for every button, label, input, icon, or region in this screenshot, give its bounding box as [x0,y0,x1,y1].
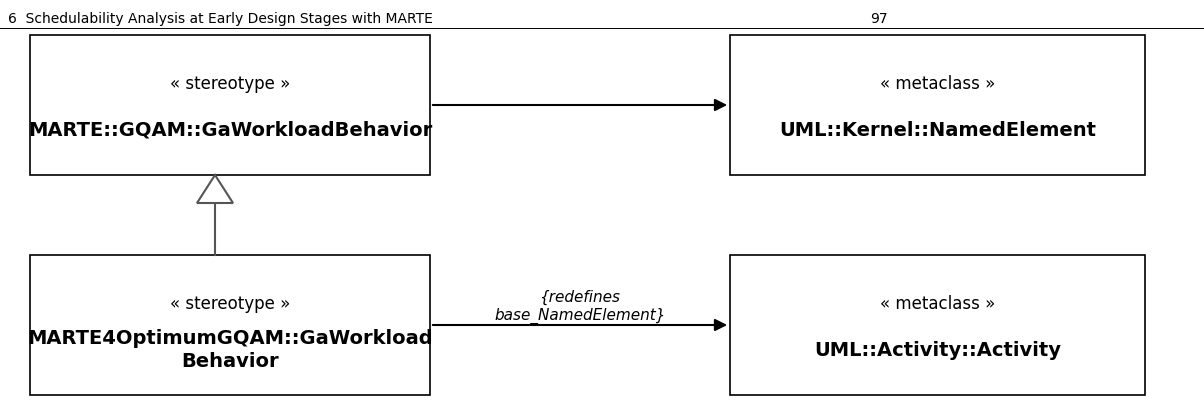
Text: 97: 97 [870,12,887,26]
Text: « stereotype »: « stereotype » [170,75,290,93]
Polygon shape [197,175,234,203]
Text: « metaclass »: « metaclass » [880,75,996,93]
Bar [30,35,430,175]
Text: MARTE4OptimumGQAM::GaWorkload
Behavior: MARTE4OptimumGQAM::GaWorkload Behavior [28,329,432,371]
Bar [730,35,1145,175]
Text: UML::Activity::Activity: UML::Activity::Activity [814,341,1061,360]
Text: 6  Schedulability Analysis at Early Design Stages with MARTE: 6 Schedulability Analysis at Early Desig… [8,12,433,26]
Text: UML::Kernel::NamedElement: UML::Kernel::NamedElement [779,121,1096,140]
Text: « metaclass »: « metaclass » [880,295,996,313]
Bar [30,255,430,395]
Text: {redefines
base_NamedElement}: {redefines base_NamedElement} [495,290,666,324]
Bar [730,255,1145,395]
Text: MARTE::GQAM::GaWorkloadBehavior: MARTE::GQAM::GaWorkloadBehavior [28,121,432,140]
Text: « stereotype »: « stereotype » [170,295,290,313]
